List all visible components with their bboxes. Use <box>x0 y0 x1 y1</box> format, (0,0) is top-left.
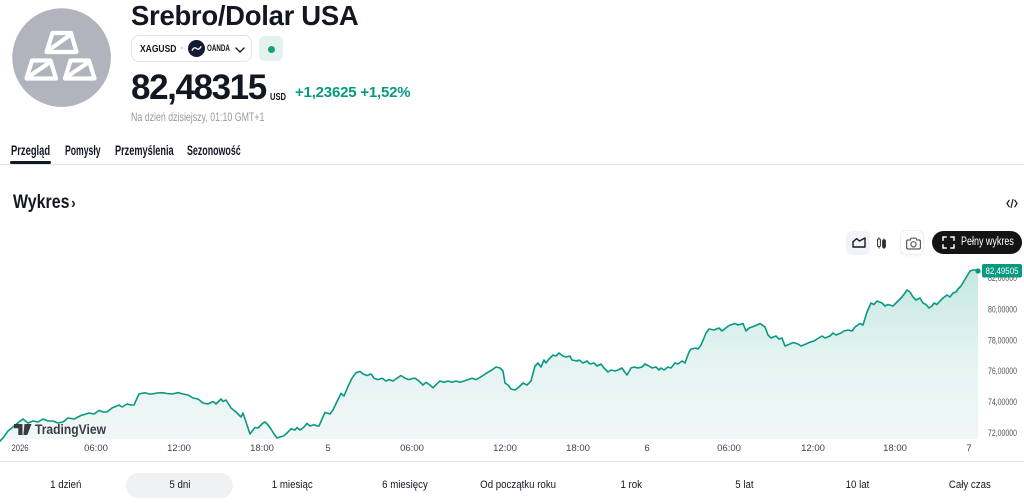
svg-text:06:00: 06:00 <box>400 443 424 454</box>
svg-text:06:00: 06:00 <box>717 443 741 454</box>
svg-text:74,00000: 74,00000 <box>988 397 1017 408</box>
svg-text:76,00000: 76,00000 <box>988 366 1017 377</box>
svg-text:18:00: 18:00 <box>250 443 274 454</box>
svg-text:12:00: 12:00 <box>167 443 191 454</box>
svg-text:06:00: 06:00 <box>84 443 108 454</box>
svg-text:82,00000: 82,00000 <box>988 273 1017 284</box>
svg-text:2026: 2026 <box>12 443 29 454</box>
svg-text:78,00000: 78,00000 <box>988 335 1017 346</box>
svg-text:72,00000: 72,00000 <box>988 428 1017 439</box>
svg-text:TradingView: TradingView <box>35 422 106 437</box>
svg-text:18:00: 18:00 <box>566 443 590 454</box>
svg-text:18:00: 18:00 <box>883 443 907 454</box>
svg-text:6: 6 <box>644 443 649 454</box>
svg-text:80,00000: 80,00000 <box>988 304 1017 315</box>
svg-text:12:00: 12:00 <box>493 443 517 454</box>
svg-text:7: 7 <box>966 443 971 454</box>
svg-text:12:00: 12:00 <box>801 443 825 454</box>
svg-text:5: 5 <box>325 443 330 454</box>
svg-text:82,49505: 82,49505 <box>986 266 1019 276</box>
